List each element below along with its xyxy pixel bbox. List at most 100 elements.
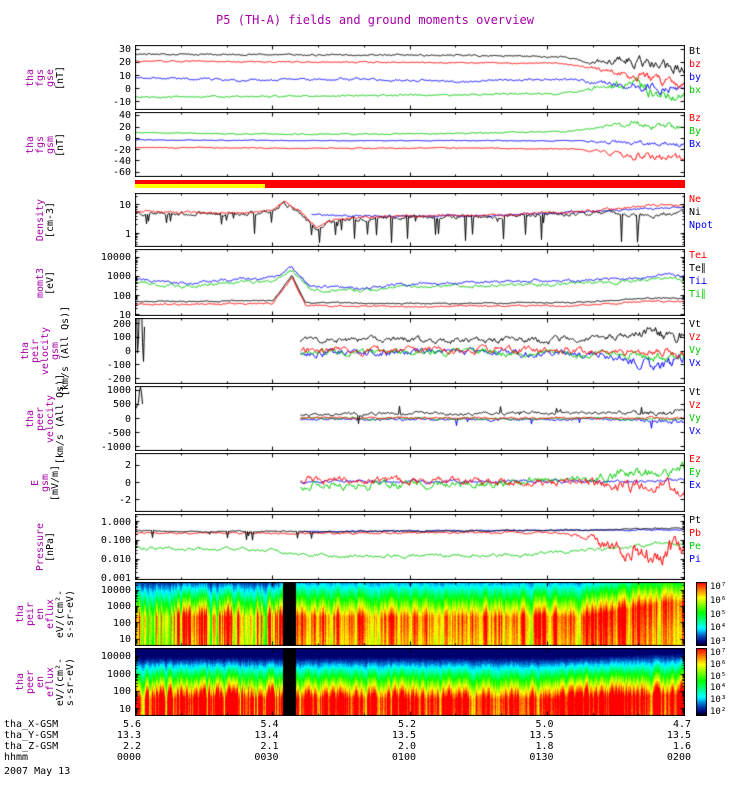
axis-value: 0030 <box>254 752 279 763</box>
peir_en_eflux-ytick: 100 <box>112 617 131 629</box>
trace-label-Ex: Ex <box>689 480 702 491</box>
date-label: 2007 May 13 <box>4 766 71 777</box>
pressure-ytick: 1.000 <box>100 516 131 528</box>
trace-label-Pt: Pt <box>689 515 702 526</box>
peir_en_eflux-ytick: 1000 <box>106 601 131 613</box>
fgs_gse-ytick: -10 <box>112 97 131 109</box>
peer_en_eflux-ytick: 1000 <box>106 668 131 680</box>
axis-value: 5.6 <box>122 719 141 730</box>
axis-value: 5.4 <box>260 719 279 730</box>
efield_gsm-canvas <box>135 453 685 512</box>
trace-label-Bt: Bt <box>689 46 702 57</box>
efield_gsm-ytick: 0 <box>124 477 131 489</box>
momt3-canvas <box>135 249 685 316</box>
peer_en_eflux-colorbar <box>696 648 707 716</box>
trace-label-Pb: Pb <box>689 528 702 539</box>
axis-value: 2.1 <box>260 741 279 752</box>
peer_en_eflux-colorbar-label: 10⁵ <box>710 671 727 682</box>
axis-value: 1.6 <box>672 741 691 752</box>
trace-label-Te∥: Te∥ <box>689 263 707 274</box>
trace-label-Ne: Ne <box>689 194 702 205</box>
peer_velocity-ytick: -1000 <box>100 441 131 453</box>
trace-label-Pe: Pe <box>689 541 702 552</box>
peer_velocity-ytick: 1000 <box>106 385 131 397</box>
peir_en_eflux-colorbar-label: 10⁵ <box>710 609 727 620</box>
peer_en_eflux-colorbar-label: 10⁴ <box>710 683 727 694</box>
fgs_gse-ytick: 0 <box>124 83 131 95</box>
peir_velocity-ytick: 0 <box>124 346 131 357</box>
peir_en_eflux-ytick: 10 <box>118 634 131 646</box>
fgs_gse-ytick: 20 <box>118 57 131 69</box>
peir_en_eflux-ylabel-text: tha peir en eflux eV/(cm²- s-sr-eV) <box>15 589 76 639</box>
peer_velocity-canvas <box>135 386 685 451</box>
trace-label-Te⊥: Te⊥ <box>689 250 708 261</box>
peer_en_eflux-ylabel: tha peer en eflux eV/(cm²- s-sr-eV) <box>4 648 88 716</box>
fgs_gse-ytick: 30 <box>118 43 131 55</box>
trace-label-Vx: Vx <box>689 358 702 369</box>
peir_en_eflux-ylabel: tha peir en eflux eV/(cm²- s-sr-eV) <box>4 582 88 646</box>
axis-value: 13.5 <box>391 730 416 741</box>
peer_velocity-ylabel: tha peer velocity [km/s (All Qs)] <box>4 373 88 463</box>
fgs_gse-canvas <box>135 45 685 110</box>
density-ytick: 10 <box>118 199 131 211</box>
momt3-ytick: 10 <box>118 310 131 322</box>
peer_velocity-ylabel-text: tha peer velocity [km/s (All Qs)] <box>25 373 66 464</box>
trace-label-Ti∥: Ti∥ <box>689 289 707 300</box>
momt3-ytick: 10000 <box>100 251 131 263</box>
axis-value: 0200 <box>666 752 691 763</box>
mode-bar-segment <box>135 184 265 188</box>
peer_en_eflux-ylabel-text: tha peer en eflux eV/(cm²- s-sr-eV) <box>15 657 76 707</box>
trace-label-bx: bx <box>689 85 702 96</box>
trace-label-bz: bz <box>689 59 702 70</box>
density-ylabel-text: Density [cm-3] <box>35 198 56 242</box>
peir_en_eflux-colorbar <box>696 582 707 646</box>
axis-value: 0130 <box>529 752 554 763</box>
peir_en_eflux-colorbar-label: 10⁶ <box>710 595 727 606</box>
fgs_gse-ylabel: tha fgs gse [nT] <box>4 45 88 110</box>
axis-value: 5.0 <box>535 719 554 730</box>
pressure-ytick: 0.100 <box>100 535 131 547</box>
peir_en_eflux-canvas <box>135 582 685 646</box>
trace-label-Pi: Pi <box>689 554 702 565</box>
axis-value: 13.3 <box>116 730 141 741</box>
axis-value: 0000 <box>116 752 141 763</box>
trace-label-Bx: Bx <box>689 139 702 150</box>
peir_velocity-ytick: -100 <box>106 359 131 371</box>
peer_en_eflux-ytick: 100 <box>112 686 131 698</box>
fgs_gsm-ytick: 20 <box>118 121 131 133</box>
trace-label-Vx: Vx <box>689 426 702 437</box>
pressure-ylabel: Pressure [nPa] <box>4 514 88 580</box>
axis-value: 1.8 <box>535 741 554 752</box>
momt3-ytick: 100 <box>112 290 131 302</box>
peir_en_eflux-colorbar-label: 10⁷ <box>710 582 727 592</box>
peir_en_eflux-colorbar-label: 10³ <box>710 637 727 647</box>
trace-label-Ez: Ez <box>689 454 702 465</box>
momt3-ylabel-text: momt3 [eV] <box>35 267 56 298</box>
trace-label-Ti⊥: Ti⊥ <box>689 276 708 287</box>
trace-label-Ey: Ey <box>689 467 702 478</box>
trace-label-Vz: Vz <box>689 400 702 411</box>
density-ylabel: Density [cm-3] <box>4 193 88 247</box>
peer_en_eflux-ytick: 10 <box>118 704 131 716</box>
axis-value: 2.2 <box>122 741 141 752</box>
axis-value: 5.2 <box>397 719 416 730</box>
pressure-canvas <box>135 514 685 580</box>
pressure-ytick: 0.010 <box>100 554 131 566</box>
trace-label-Bz: Bz <box>689 113 702 124</box>
trace-label-Ni: Ni <box>689 207 702 218</box>
peer_en_eflux-ytick: 10000 <box>100 651 131 663</box>
peer_velocity-ytick: 0 <box>124 413 131 425</box>
peer_en_eflux-canvas <box>135 648 685 716</box>
density-ytick: 1 <box>124 228 131 240</box>
axis-row-label-tha_Z-GSM: tha_Z-GSM <box>4 741 59 752</box>
fgs_gsm-ylabel-text: tha fgs gsm [nT] <box>25 132 66 157</box>
pressure-ylabel-text: Pressure [nPa] <box>35 522 56 572</box>
mode-bar-segment <box>135 180 685 184</box>
momt3-ytick: 1000 <box>106 271 131 283</box>
trace-label-Vt: Vt <box>689 387 702 398</box>
axis-value: 0100 <box>391 752 416 763</box>
fgs_gse-ytick: 10 <box>118 70 131 82</box>
peer_en_eflux-colorbar-label: 10² <box>710 707 727 717</box>
